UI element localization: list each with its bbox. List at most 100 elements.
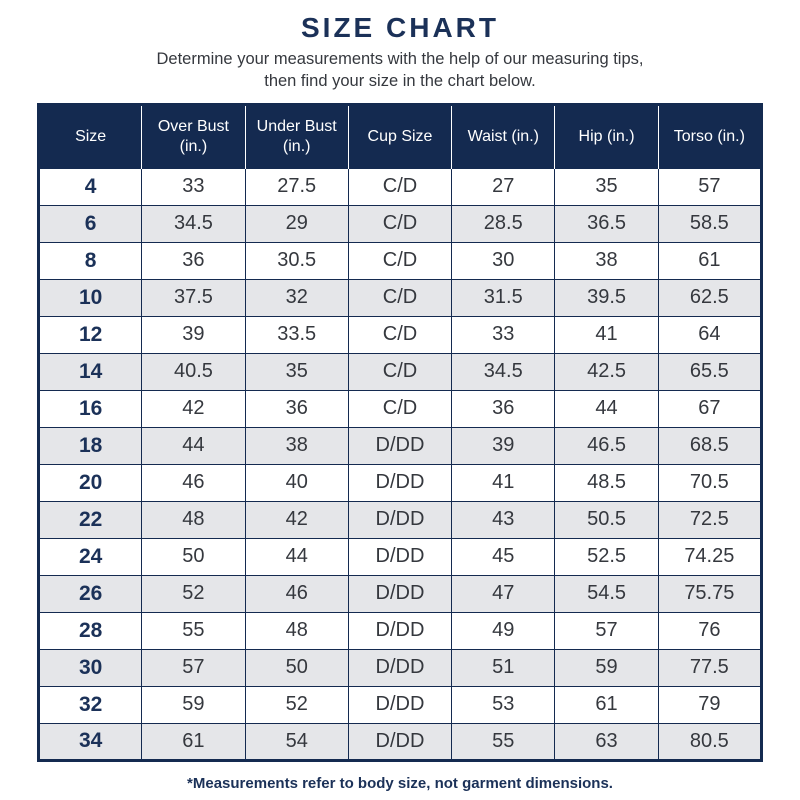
data-cell: 57 [657, 167, 763, 206]
data-cell: 44 [244, 537, 349, 576]
size-cell: 24 [37, 537, 143, 576]
data-cell: 31.5 [451, 278, 556, 317]
size-cell: 34 [37, 722, 143, 761]
subtitle-line-2: then find your size in the chart below. [264, 71, 536, 90]
table-row: 18 44 38 D/DD 39 46.5 68.5 [37, 426, 763, 465]
data-cell: C/D [347, 389, 453, 428]
table-row: 22 48 42 D/DD 43 50.5 72.5 [37, 500, 763, 539]
data-cell: 50 [141, 537, 246, 576]
data-cell: D/DD [347, 500, 453, 539]
data-cell: 39 [141, 315, 246, 354]
size-cell: 10 [37, 278, 143, 317]
data-cell: 61 [141, 722, 246, 761]
table-row: 30 57 50 D/DD 51 59 77.5 [37, 648, 763, 687]
data-cell: 46 [244, 574, 349, 613]
data-cell: 38 [554, 241, 659, 280]
data-cell: 55 [451, 722, 556, 761]
size-chart-body: 4 33 27.5 C/D 27 35 57 6 34.5 29 C/D 28.5 36.5 58.5 8 3… [37, 167, 763, 761]
data-cell: D/DD [347, 537, 453, 576]
data-cell: D/DD [347, 685, 453, 724]
data-cell: 62.5 [657, 278, 763, 317]
data-cell: 44 [554, 389, 659, 428]
data-cell: 53 [451, 685, 556, 724]
table-row: 6 34.5 29 C/D 28.5 36.5 58.5 [37, 204, 763, 243]
data-cell: 34.5 [141, 204, 246, 243]
data-cell: D/DD [347, 648, 453, 687]
size-cell: 28 [37, 611, 143, 650]
data-cell: 80.5 [657, 722, 763, 761]
data-cell: 79 [657, 685, 763, 724]
data-cell: 42 [244, 500, 349, 539]
data-cell: 28.5 [451, 204, 556, 243]
table-row: 32 59 52 D/DD 53 61 79 [37, 685, 763, 724]
table-row: 4 33 27.5 C/D 27 35 57 [37, 167, 763, 206]
data-cell: 55 [141, 611, 246, 650]
data-cell: C/D [347, 241, 453, 280]
size-cell: 26 [37, 574, 143, 613]
data-cell: 33 [451, 315, 556, 354]
column-header: Hip (in.) [554, 104, 659, 169]
data-cell: C/D [347, 278, 453, 317]
data-cell: 42.5 [554, 352, 659, 391]
data-cell: 51 [451, 648, 556, 687]
data-cell: 48 [244, 611, 349, 650]
size-cell: 6 [37, 204, 143, 243]
data-cell: 75.75 [657, 574, 763, 613]
column-header: Size [38, 104, 143, 169]
data-cell: 38 [244, 426, 349, 465]
data-cell: 27.5 [244, 167, 349, 206]
data-cell: 52 [141, 574, 246, 613]
data-cell: 57 [141, 648, 246, 687]
data-cell: 74.25 [657, 537, 763, 576]
subtitle-line-1: Determine your measurements with the hel… [156, 50, 644, 68]
data-cell: 58.5 [657, 204, 763, 243]
data-cell: 41 [554, 315, 659, 354]
data-cell: D/DD [347, 463, 453, 502]
size-cell: 22 [37, 500, 143, 539]
data-cell: 59 [554, 648, 659, 687]
data-cell: 47 [451, 574, 556, 613]
data-cell: 37.5 [141, 278, 246, 317]
data-cell: C/D [347, 167, 453, 206]
data-cell: 52 [244, 685, 349, 724]
data-cell: D/DD [347, 611, 453, 650]
header-row: Size Over Bust (in.) Under Bust (in.) Cup S… [38, 104, 762, 169]
table-row: 24 50 44 D/DD 45 52.5 74.25 [37, 537, 763, 576]
data-cell: 41 [451, 463, 556, 502]
data-cell: 46.5 [554, 426, 659, 465]
data-cell: 35 [554, 167, 659, 206]
table-row: 10 37.5 32 C/D 31.5 39.5 62.5 [37, 278, 763, 317]
data-cell: 35 [244, 352, 349, 391]
data-cell: 43 [451, 500, 556, 539]
size-cell: 12 [37, 315, 143, 354]
table-row: 14 40.5 35 C/D 34.5 42.5 65.5 [37, 352, 763, 391]
data-cell: 61 [554, 685, 659, 724]
size-cell: 14 [37, 352, 143, 391]
data-cell: D/DD [347, 426, 453, 465]
data-cell: 68.5 [657, 426, 763, 465]
column-header: Cup Size [348, 104, 453, 169]
data-cell: 40 [244, 463, 349, 502]
table-row: 12 39 33.5 C/D 33 41 64 [37, 315, 763, 354]
size-chart-header: Size Over Bust (in.) Under Bust (in.) Cup S… [38, 104, 762, 169]
data-cell: 33.5 [244, 315, 349, 354]
data-cell: 54 [244, 722, 349, 761]
data-cell: 50 [244, 648, 349, 687]
size-cell: 4 [37, 167, 143, 206]
table-row: 8 36 30.5 C/D 30 38 61 [37, 241, 763, 280]
data-cell: 70.5 [657, 463, 763, 502]
data-cell: 67 [657, 389, 763, 428]
data-cell: 36 [141, 241, 246, 280]
data-cell: 57 [554, 611, 659, 650]
page-title: SIZE CHART [301, 12, 499, 43]
data-cell: 36 [451, 389, 556, 428]
measurements-footnote: *Measurements refer to body size, not ga… [187, 774, 613, 792]
data-cell: 34.5 [451, 352, 556, 391]
data-cell: 50.5 [554, 500, 659, 539]
data-cell: D/DD [347, 574, 453, 613]
size-cell: 8 [37, 241, 143, 280]
data-cell: 44 [141, 426, 246, 465]
page-subtitle: Determine your measurements with the hel… [157, 49, 644, 93]
data-cell: 40.5 [141, 352, 246, 391]
table-row: 20 46 40 D/DD 41 48.5 70.5 [37, 463, 763, 502]
